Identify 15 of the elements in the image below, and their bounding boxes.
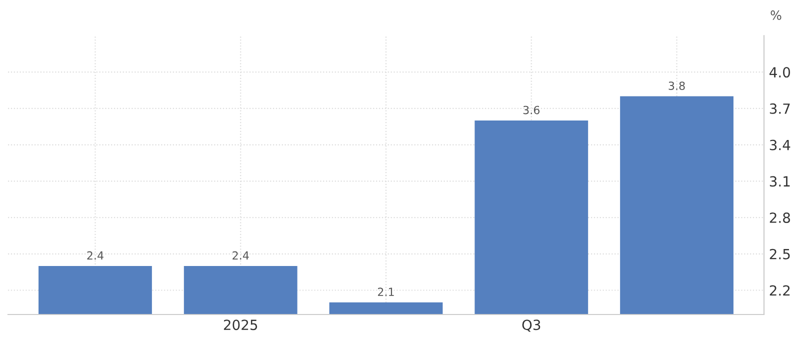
y-tick-label: 2.5 xyxy=(770,248,790,260)
y-axis-title: % xyxy=(770,10,782,20)
data-label: 2.4 xyxy=(87,251,104,260)
y-tick-label: 4.0 xyxy=(770,67,790,78)
y-tick-label: 3.1 xyxy=(770,176,790,187)
data-label: 3.8 xyxy=(668,82,685,90)
data-label: 3.6 xyxy=(523,106,540,114)
x-tick-label: Q3 xyxy=(522,320,540,332)
data-label: 2.4 xyxy=(232,251,249,260)
y-tick-label: 2.2 xyxy=(770,285,790,296)
y-tick-label: 3.4 xyxy=(770,140,790,150)
data-label: 2.1 xyxy=(378,288,394,296)
y-tick-label: 3.7 xyxy=(770,103,790,114)
y-tick-label: 2.8 xyxy=(770,212,790,223)
x-tick-label: 2025 xyxy=(224,320,258,330)
